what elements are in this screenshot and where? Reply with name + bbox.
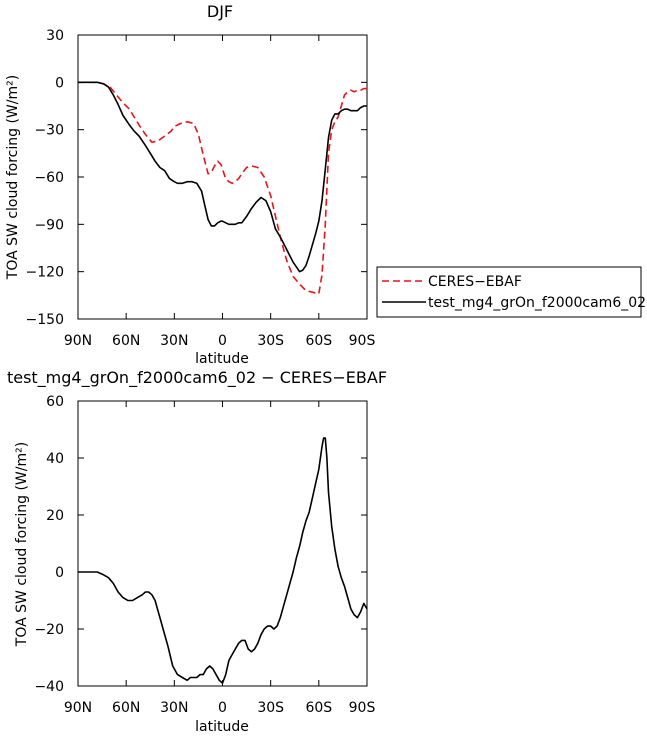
y-tick-label: −90 (34, 217, 64, 233)
y-tick-label: 30 (46, 28, 64, 44)
x-tick-label: 0 (218, 333, 227, 349)
bottom-panel-title: test_mg4_grOn_f2000cam6_02 − CERES−EBAF (7, 368, 387, 388)
top-panel-title: DJF (207, 2, 233, 21)
legend-box (376, 266, 642, 318)
x-tick-label: 90S (349, 333, 376, 349)
x-tick-label: 60S (305, 700, 332, 716)
y-tick-label: 60 (46, 394, 64, 410)
top-legend: CERES−EBAF test_mg4_grOn_f2000cam6_02 (376, 266, 646, 318)
y-tick-label: −40 (34, 679, 64, 695)
top-x-ticks: 90N 60N 30N 0 30S 60S 90S (64, 333, 376, 349)
x-tick-label: 60N (112, 333, 140, 349)
x-tick-label: 60N (112, 700, 140, 716)
y-tick-label: −150 (26, 312, 64, 328)
top-y-axis-label: TOA SW cloud forcing (W/m²) (5, 75, 21, 280)
x-tick-label: 90S (349, 700, 376, 716)
y-tick-label: −30 (34, 123, 64, 139)
x-tick-label: 30N (160, 333, 188, 349)
top-series-line-0 (78, 81, 367, 295)
x-tick-label: 30S (257, 333, 284, 349)
y-tick-label: 20 (46, 508, 64, 524)
x-tick-label: 90N (64, 333, 92, 349)
y-tick-label: −120 (26, 265, 64, 281)
x-tick-label: 90N (64, 700, 92, 716)
legend-label-model: test_mg4_grOn_f2000cam6_02 (428, 295, 646, 311)
bottom-y-axis-label: TOA SW cloud forcing (W/m²) (14, 442, 30, 647)
bottom-plot-frame (77, 400, 368, 687)
y-tick-label: −20 (34, 622, 64, 638)
y-tick-label: 40 (46, 451, 64, 467)
bottom-x-axis-label: latitude (195, 719, 249, 735)
y-tick-label: 0 (55, 565, 64, 581)
legend-label-ceres: CERES−EBAF (428, 274, 522, 290)
bottom-x-ticks: 90N 60N 30N 0 30S 60S 90S (64, 700, 376, 716)
bottom-panel-difference: test_mg4_grOn_f2000cam6_02 − CERES−EBAF … (7, 368, 387, 735)
bottom-series-line-0 (78, 437, 368, 684)
top-x-axis-label: latitude (195, 351, 249, 367)
top-panel-cloud-forcing: DJF 90N 60N 30N 0 30S 60S 90S 30 0 −30 −… (5, 2, 646, 367)
x-tick-label: 30S (257, 700, 284, 716)
bottom-y-ticks: 60 40 20 0 −20 −40 (34, 394, 64, 695)
y-tick-label: 0 (55, 75, 64, 91)
x-tick-label: 30N (160, 700, 188, 716)
top-y-ticks: 30 0 −30 −60 −90 −120 −150 (26, 28, 64, 328)
x-tick-label: 60S (305, 333, 332, 349)
top-series-line-1 (78, 81, 367, 273)
x-tick-label: 0 (218, 700, 227, 716)
top-plot-frame (77, 34, 368, 320)
y-tick-label: −60 (34, 170, 64, 186)
